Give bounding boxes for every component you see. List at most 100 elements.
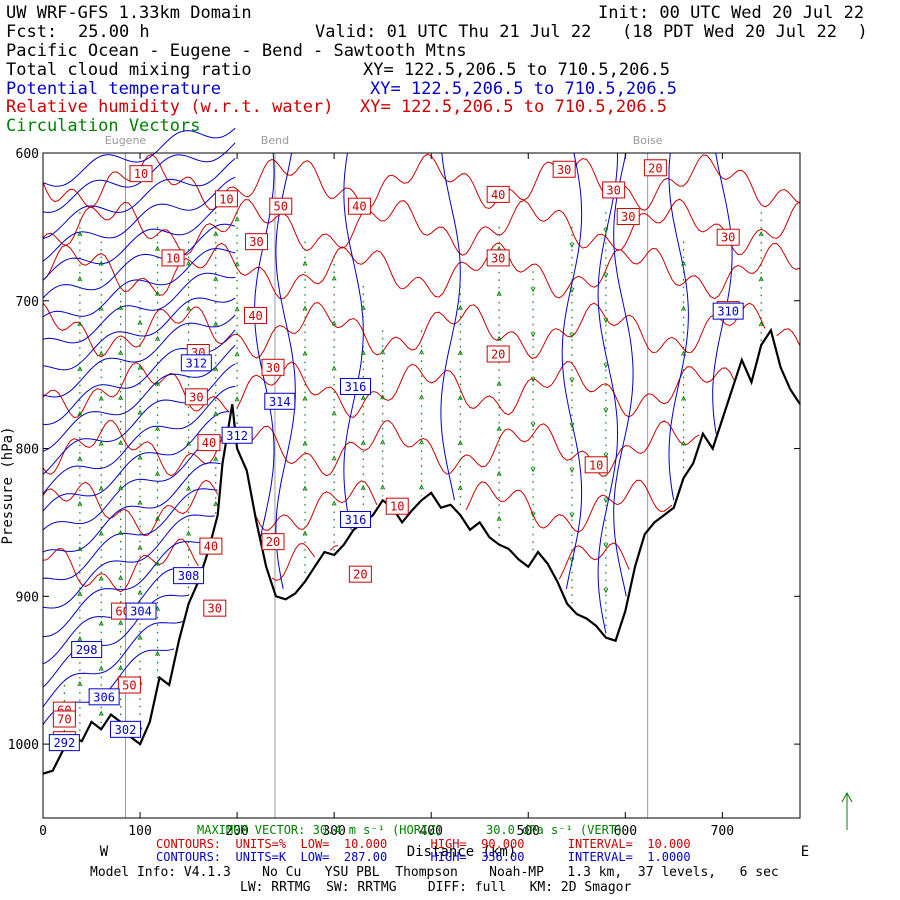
rh-label-text: 50 [274, 200, 288, 214]
vector-arrow [569, 512, 575, 519]
vector-arrow [530, 331, 536, 338]
rh-label-box [52, 710, 76, 728]
vector-arrow [302, 485, 308, 491]
rh-contour-line [42, 538, 630, 593]
rh-label-text: 20 [648, 161, 662, 175]
theta-label-text: 314 [269, 395, 291, 409]
rh-label: 20 [643, 159, 667, 177]
init-time: Init: 00 UTC Wed 20 Jul 22 [598, 3, 865, 23]
rh-label-text: 10 [219, 192, 233, 206]
rh-label-box [129, 165, 153, 183]
vector-arrow [302, 305, 308, 311]
rh-label: 30 [245, 233, 269, 251]
vector-arrow [155, 245, 160, 252]
vector-arrow [186, 485, 192, 491]
rh-label-box [245, 233, 269, 251]
city-label-bend: Bend [261, 134, 289, 147]
city-label-eugene: Eugene [105, 134, 147, 147]
vector-arrow [457, 349, 463, 356]
rh-label: 10 [129, 165, 153, 183]
vector-arrow [758, 275, 764, 282]
y-tick-label: 800 [16, 443, 39, 458]
theta-contour-line [42, 272, 236, 344]
theta-contour-line [42, 385, 236, 494]
rh-label-text: 20 [266, 535, 280, 549]
vector-arrow [457, 484, 463, 491]
x-tick-label: 100 [128, 824, 151, 839]
rh-label-box [261, 358, 285, 376]
theta-label-text: 308 [178, 569, 200, 583]
vector-arrow [98, 710, 104, 716]
theta-label: 302 [109, 720, 141, 738]
rh-label-box [214, 190, 238, 208]
vector-arrow [118, 529, 124, 536]
vector-arrow [302, 350, 308, 356]
vector-arrow [137, 499, 143, 506]
theta-contour-line [42, 488, 218, 581]
theta-label: 304 [125, 602, 157, 620]
rh-label: 70 [52, 710, 76, 728]
theta-contour-line [42, 344, 236, 452]
rh-label-box [199, 537, 223, 555]
theta-label: 316 [340, 510, 372, 528]
x-axis-label: Distance (km) [407, 844, 517, 860]
vector-arrow [496, 290, 502, 297]
vector-arrow [213, 410, 219, 417]
vector-arrow [681, 440, 686, 446]
rh-label: 30 [616, 208, 640, 226]
rh-label-text: 10 [589, 458, 603, 472]
rh-contour-line [42, 479, 673, 536]
forecast-hour: 25.00 h [78, 22, 150, 42]
theta-contour-line [668, 152, 689, 501]
theta-label-text: 302 [115, 723, 137, 737]
vector-arrow [118, 574, 124, 581]
vector-arrow [98, 485, 104, 491]
vector-arrow [213, 230, 219, 237]
x-tick-label: 0 [39, 824, 47, 839]
vector-arrow [457, 304, 463, 311]
vector-arrow [98, 305, 104, 311]
vector-arrow [77, 410, 83, 417]
vector-arrow [137, 454, 143, 461]
rh-label-text: 40 [204, 540, 218, 554]
theta-contour-line [42, 436, 224, 531]
x-tick-label: 500 [517, 824, 540, 839]
vector-arrow [496, 470, 502, 477]
rh-label: 10 [385, 497, 409, 515]
vector-arrow [380, 439, 386, 445]
field-rel-humidity-xy: XY= 122.5,206.5 to 710.5,206.5 [360, 97, 668, 117]
rh-label: 30 [486, 249, 510, 267]
vector-arrow [213, 275, 219, 282]
vector-arrow [331, 500, 337, 506]
rh-contour-legend: CONTOURS: UNITS=% LOW= 10.000 HIGH= 90.0… [156, 837, 691, 851]
vector-arrow [77, 230, 83, 237]
vector-arrow [98, 350, 104, 356]
rh-label: 50 [269, 197, 293, 215]
theta-label-text: 292 [54, 736, 76, 750]
vector-arrow [569, 377, 575, 384]
theta-label-text: 312 [185, 356, 207, 370]
vector-arrow [302, 530, 308, 536]
rh-label-text: 30 [266, 361, 280, 375]
theta-contour-line [42, 142, 236, 213]
valid-time: Valid: 01 UTC Thu 21 Jul 22 (18 PDT Wed … [315, 22, 868, 42]
vector-arrow [137, 589, 143, 596]
theta-contour-line [42, 199, 236, 281]
terrain-line [42, 327, 801, 775]
vector-arrow [155, 380, 160, 387]
theta-label-box [48, 734, 80, 752]
rh-label-text: 40 [352, 200, 366, 214]
vector-arrow [302, 440, 308, 446]
theta-label-box [71, 641, 103, 659]
vector-arrow [603, 587, 609, 594]
rh-label: 40 [486, 185, 510, 203]
rh-label-box [584, 456, 608, 474]
theta-contour-line [42, 540, 210, 638]
rh-label-text: 30 [557, 163, 571, 177]
vector-arrow [234, 351, 240, 357]
east-label: E [801, 844, 809, 860]
theta-contour-line [42, 176, 236, 262]
vector-arrow [137, 409, 143, 416]
theta-contour-line [43, 412, 235, 512]
rh-label-box [117, 676, 141, 694]
